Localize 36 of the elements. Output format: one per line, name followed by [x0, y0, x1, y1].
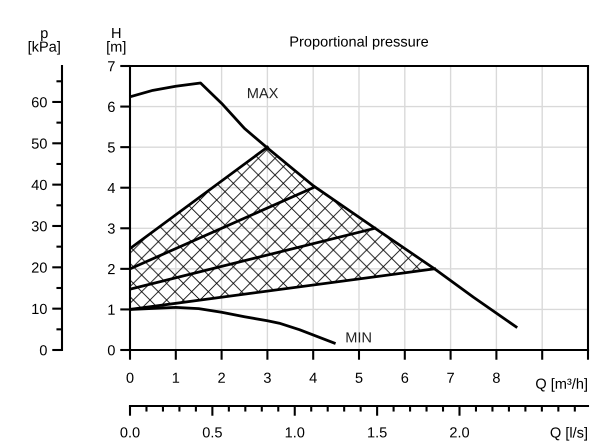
y-tick-label: 0: [108, 345, 115, 356]
x2-tick-label: 0.0: [120, 427, 140, 438]
x-tick-label: 7: [447, 372, 454, 383]
x2-tick-label: 0.5: [202, 427, 222, 438]
chart-title: Proportional pressure: [290, 36, 428, 50]
x2-tick-label: 2.0: [450, 427, 470, 438]
x-tick-label: 3: [264, 372, 271, 383]
y2-tick-label: 60: [32, 97, 47, 108]
x-axis-title: Q [m³/h]: [536, 378, 587, 392]
x-tick-label: 0: [126, 372, 134, 383]
x-tick-label: 2: [218, 372, 225, 383]
y2-tick-label: 40: [32, 180, 47, 190]
y2-tick-label: 10: [32, 304, 47, 314]
x-tick-label: 5: [356, 372, 362, 383]
annotation: MAX: [248, 88, 278, 98]
y-tick-label: 3: [108, 223, 115, 234]
y-tick-label: 1: [108, 304, 115, 315]
y-tick-label: 5: [108, 142, 115, 153]
x2-tick-label: 1.5: [368, 427, 387, 438]
x2-axis-title: Q [l/s]: [550, 426, 587, 441]
y-tick-label: 4: [108, 182, 115, 193]
y-tick-label: 6: [108, 102, 115, 112]
x-tick-label: 1: [172, 372, 180, 383]
y2-tick-label: 50: [32, 138, 47, 149]
x-tick-label: 6: [401, 372, 408, 383]
x-tick-label: 8: [492, 372, 500, 383]
x2-tick-label: 1.0: [286, 427, 304, 438]
y2-axis-title: p [kPa]: [28, 30, 60, 55]
y-tick-label: 7: [108, 61, 115, 72]
y2-tick-label: 30: [32, 221, 47, 232]
annotation: MIN: [346, 332, 371, 342]
x-tick-label: 4: [309, 372, 317, 383]
y-tick-label: 2: [108, 264, 115, 274]
y-axis-title: H [m]: [107, 28, 126, 55]
y2-tick-label: 0: [40, 345, 47, 356]
y2-tick-label: 20: [32, 262, 47, 273]
